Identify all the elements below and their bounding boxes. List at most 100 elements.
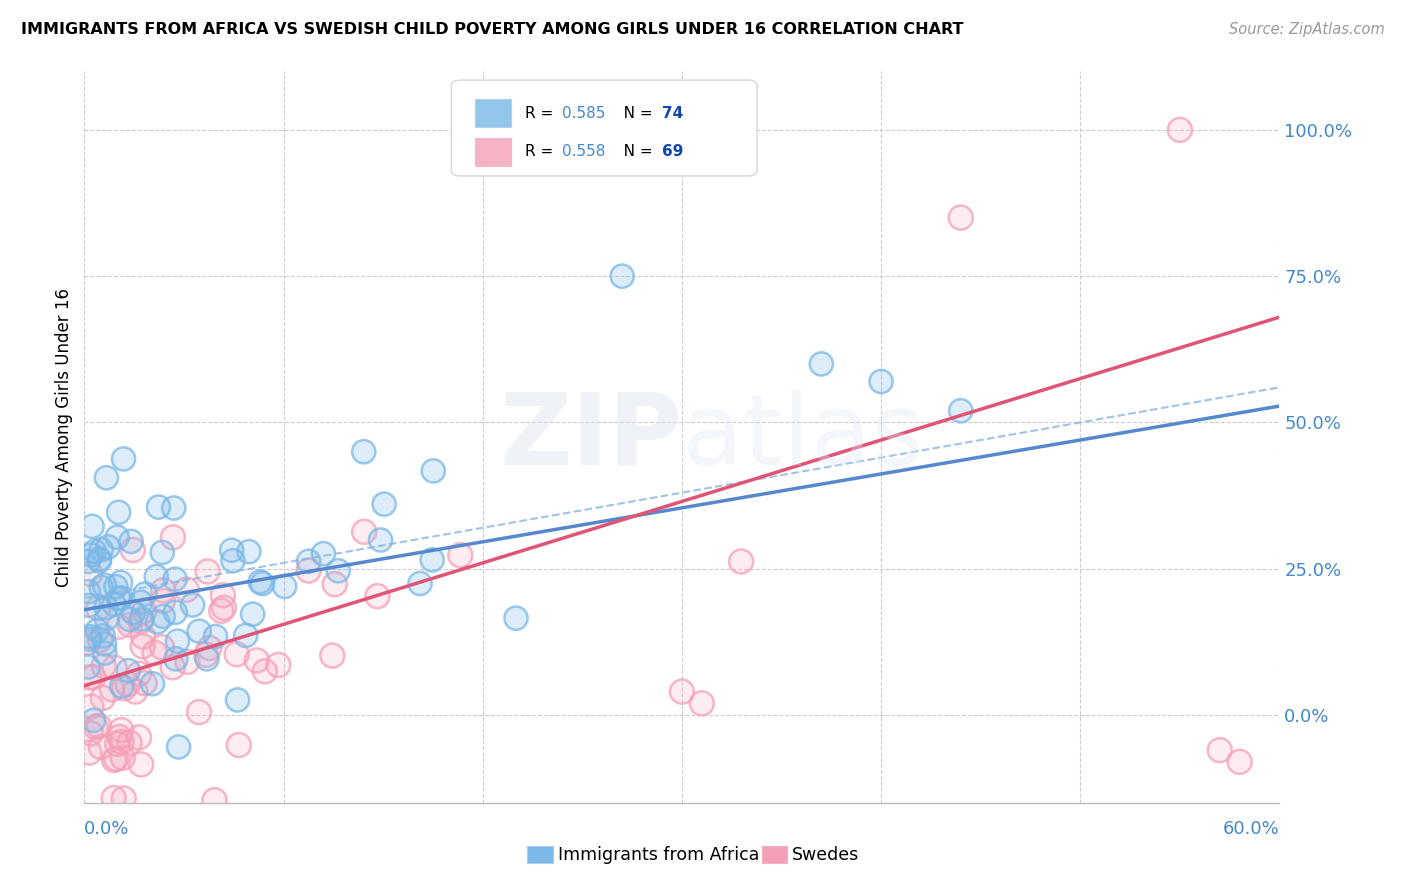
Point: [111, 751, 134, 765]
Point: [870, 375, 893, 389]
Point: [77, 584, 100, 599]
Point: [165, 572, 187, 586]
Text: Immigrants from Africa: Immigrants from Africa: [558, 846, 759, 863]
Point: [298, 554, 321, 568]
Point: [197, 565, 219, 579]
Point: [77, 632, 100, 647]
Point: [238, 544, 260, 558]
Point: [143, 646, 166, 660]
Point: [93, 646, 115, 660]
Point: [77, 632, 100, 647]
Point: [145, 569, 167, 583]
Point: [228, 738, 250, 752]
Point: [84, 720, 107, 734]
Point: [93, 578, 115, 592]
Point: [117, 664, 139, 678]
Text: 0.585: 0.585: [561, 105, 605, 120]
Point: [112, 791, 135, 805]
Point: [89, 554, 111, 568]
Point: [671, 684, 693, 698]
Text: ZIP: ZIP: [499, 389, 682, 485]
Point: [166, 634, 188, 648]
Point: [131, 612, 153, 626]
Point: [730, 555, 752, 569]
Point: [110, 575, 132, 590]
Point: [449, 548, 471, 562]
Point: [105, 737, 128, 751]
Text: N =: N =: [609, 145, 658, 160]
Point: [238, 544, 260, 558]
Point: [195, 652, 218, 666]
Point: [129, 615, 152, 629]
FancyBboxPatch shape: [475, 138, 510, 166]
Point: [93, 659, 115, 673]
Point: [87, 719, 110, 733]
Point: [89, 552, 111, 566]
Point: [128, 666, 150, 681]
Point: [409, 576, 432, 591]
Point: [166, 634, 188, 648]
Point: [1229, 755, 1251, 769]
Point: [89, 554, 111, 568]
Point: [949, 211, 972, 225]
Point: [80, 726, 103, 740]
Point: [810, 357, 832, 371]
Point: [93, 646, 115, 660]
Point: [79, 670, 101, 684]
Point: [108, 730, 131, 744]
FancyBboxPatch shape: [451, 80, 758, 176]
Point: [353, 444, 375, 458]
Point: [198, 640, 221, 655]
Point: [148, 500, 170, 514]
Point: [188, 624, 211, 639]
Point: [129, 757, 152, 772]
Point: [204, 630, 226, 644]
Point: [110, 591, 132, 605]
Point: [143, 646, 166, 660]
Text: 0.0%: 0.0%: [84, 821, 129, 838]
Point: [90, 739, 112, 754]
Point: [297, 564, 319, 578]
Point: [112, 451, 135, 466]
Point: [162, 660, 184, 674]
Point: [152, 594, 174, 608]
Point: [273, 579, 295, 593]
Point: [118, 612, 141, 626]
Point: [505, 611, 527, 625]
Point: [209, 604, 232, 618]
Point: [134, 676, 156, 690]
Point: [104, 580, 127, 594]
Point: [328, 564, 350, 578]
Point: [195, 652, 218, 666]
Point: [79, 566, 101, 581]
Point: [90, 581, 112, 595]
FancyBboxPatch shape: [475, 99, 510, 127]
Point: [870, 375, 893, 389]
Point: [252, 576, 274, 591]
Point: [273, 579, 295, 593]
Point: [108, 620, 131, 634]
Point: [252, 576, 274, 591]
Point: [97, 540, 120, 554]
Point: [409, 576, 432, 591]
Point: [162, 660, 184, 674]
Point: [118, 736, 141, 750]
Point: [1168, 123, 1191, 137]
Point: [671, 684, 693, 698]
Point: [77, 584, 100, 599]
Point: [93, 637, 115, 651]
Point: [103, 753, 125, 767]
Point: [110, 723, 132, 737]
Point: [103, 791, 125, 805]
Point: [90, 542, 112, 557]
Point: [235, 628, 257, 642]
Point: [152, 583, 174, 598]
Point: [110, 679, 132, 693]
Point: [730, 555, 752, 569]
Point: [366, 589, 388, 603]
Point: [91, 691, 114, 706]
Point: [93, 578, 115, 592]
Point: [212, 588, 235, 602]
Point: [77, 554, 100, 568]
Point: [105, 530, 128, 544]
